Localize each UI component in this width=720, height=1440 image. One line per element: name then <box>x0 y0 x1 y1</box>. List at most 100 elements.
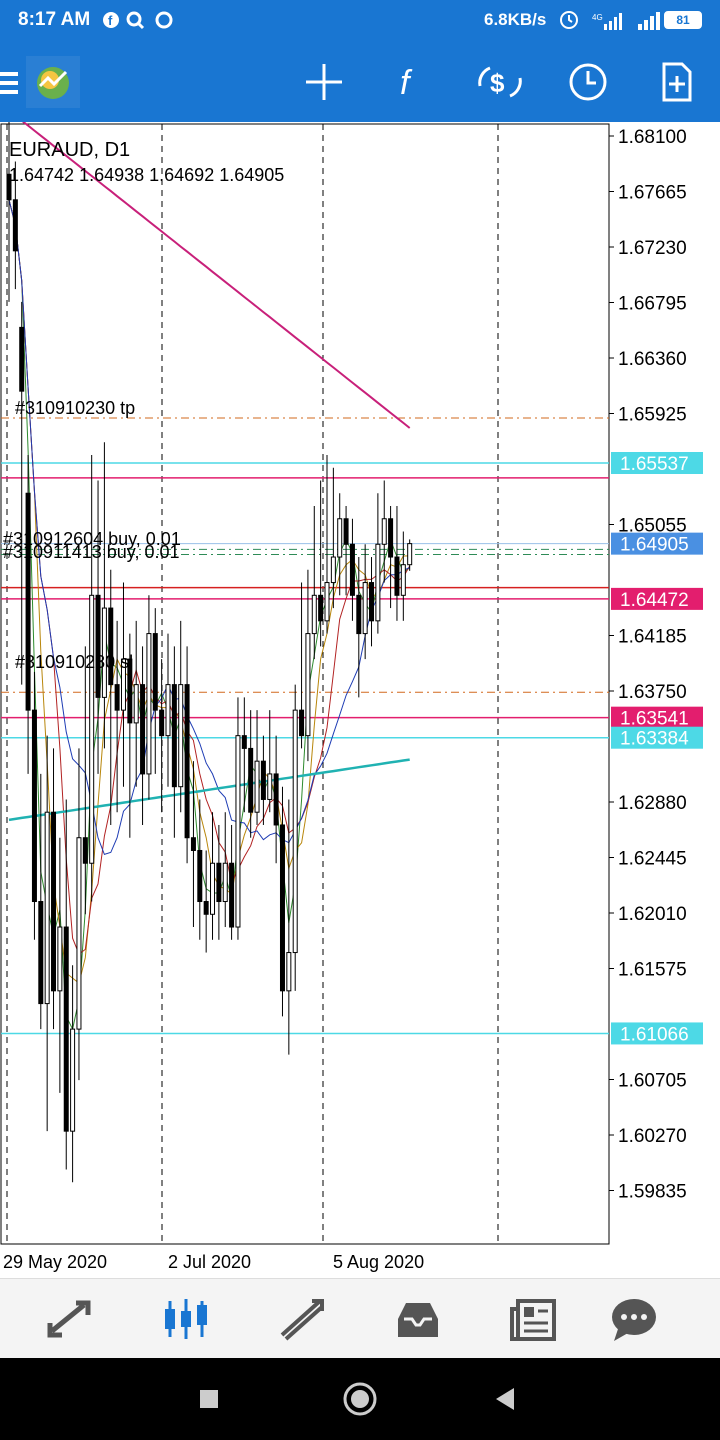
metatrader-logo[interactable] <box>26 56 80 108</box>
x-tick-label: 29 May 2020 <box>3 1252 107 1272</box>
indicators-icon[interactable]: f <box>384 56 440 108</box>
candle-body <box>248 747 254 813</box>
candle-body <box>152 633 158 711</box>
crosshair-icon[interactable] <box>296 56 352 108</box>
plot-border <box>0 123 610 1245</box>
ma-slow-line <box>8 758 410 822</box>
signal-bars-icon <box>638 12 660 30</box>
history-icon[interactable] <box>388 1291 448 1347</box>
candle-body <box>19 326 25 392</box>
candle-body <box>70 1028 76 1132</box>
battery-indicator: 81 <box>664 11 702 29</box>
candle-body <box>63 926 69 1132</box>
candle-body <box>299 709 305 737</box>
candle-body <box>330 556 336 584</box>
price-label-box <box>611 587 703 610</box>
candle-body <box>6 173 12 201</box>
price-label-box <box>611 1022 703 1045</box>
quotes-icon[interactable] <box>40 1291 100 1347</box>
candle-body <box>82 837 88 864</box>
candle-body <box>178 684 184 788</box>
y-tick-label: 1.67665 <box>618 183 687 204</box>
svg-text:f: f <box>108 13 118 28</box>
ma-13-line <box>8 199 410 856</box>
price-label-box <box>611 452 703 475</box>
candle-body <box>197 849 203 903</box>
price-chart[interactable]: 1.68100 1.67665 1.67230 1.66795 1.66360 1.659… <box>0 97 720 1278</box>
price-label: 1.61066 <box>620 1024 689 1045</box>
ma-fast-line <box>8 199 410 1031</box>
candle-body <box>407 543 413 566</box>
candle-body <box>343 518 349 545</box>
candle-body <box>324 582 330 622</box>
trade-nav-icon[interactable] <box>272 1291 332 1347</box>
candle-body <box>210 862 216 915</box>
alarm-icon <box>558 8 580 36</box>
candle-body <box>235 735 241 928</box>
candle-body <box>184 684 190 839</box>
new-order-icon[interactable] <box>648 56 704 108</box>
candle-body <box>203 901 209 915</box>
candle-body <box>51 811 57 992</box>
y-tick-label: 1.59835 <box>618 1182 687 1203</box>
candle-body <box>89 594 95 864</box>
candle-body <box>241 735 247 749</box>
order-tp-label: #310910230 tp <box>15 398 135 418</box>
back-button[interactable] <box>484 1376 530 1422</box>
menu-icon[interactable] <box>0 56 24 108</box>
candle-body <box>375 543 381 622</box>
network-type-label: 4G <box>592 13 603 22</box>
notification-icons: f <box>102 9 174 36</box>
candle-body <box>114 684 120 711</box>
svg-text:f: f <box>400 64 413 102</box>
recents-button[interactable] <box>186 1376 232 1422</box>
candle-body <box>165 684 171 737</box>
chart-canvas[interactable]: 1.68100 1.67665 1.67230 1.66795 1.66360 1.659… <box>0 97 720 1278</box>
candle-body <box>381 518 387 545</box>
price-label: 1.63384 <box>620 729 689 750</box>
order-sl-label: #310910230 sl <box>15 652 133 672</box>
chart-icon[interactable] <box>156 1291 216 1347</box>
y-tick-label: 1.66795 <box>618 294 687 315</box>
symbol-label: EURAUD, D1 <box>9 139 130 161</box>
trade-icon[interactable]: $ <box>472 56 528 108</box>
home-button[interactable] <box>337 1376 383 1422</box>
price-label-box <box>611 726 703 749</box>
y-tick-label: 1.64185 <box>618 627 687 648</box>
candle-body <box>305 633 311 737</box>
candle-body <box>12 199 18 252</box>
candle-body <box>44 811 50 1005</box>
candle-body <box>267 773 273 800</box>
timeframe-icon[interactable] <box>560 56 616 108</box>
order-buy-label-1: #310912604 buy, 0.01 <box>3 529 181 549</box>
status-time: 8:17 AM <box>18 9 91 30</box>
candle-body <box>260 760 266 800</box>
price-label: 1.64472 <box>620 590 689 611</box>
candle-body <box>279 824 285 992</box>
candle-body <box>171 684 177 788</box>
signal-4g-icon: 4G <box>592 13 622 30</box>
candle-body <box>133 684 139 724</box>
candle-body <box>108 607 114 686</box>
y-tick-label: 1.62880 <box>618 793 687 814</box>
candle-body <box>25 492 31 711</box>
candle-body <box>356 594 362 635</box>
candle-body <box>273 773 279 826</box>
y-tick-label: 1.62445 <box>618 849 687 870</box>
notification-app-icons: f <box>103 11 173 30</box>
system-navigation <box>0 1358 720 1440</box>
candle-body <box>311 594 317 635</box>
y-tick-label: 1.60705 <box>618 1071 687 1092</box>
candle-body <box>101 607 107 698</box>
ma-200-line <box>8 109 411 429</box>
news-icon[interactable] <box>504 1291 564 1347</box>
price-levels <box>1 417 609 1035</box>
ohlc-label: 1.64742 1.64938 1.64692 1.64905 <box>9 165 284 185</box>
candle-body <box>394 556 400 596</box>
y-tick-label: 1.60270 <box>618 1126 687 1147</box>
candle-body <box>95 594 101 698</box>
y-tick-label: 1.62010 <box>618 904 687 925</box>
messages-icon[interactable] <box>604 1291 664 1347</box>
